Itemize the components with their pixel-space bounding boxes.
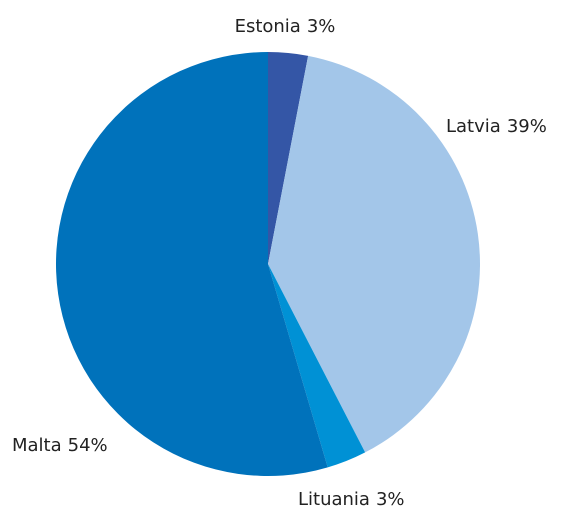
slice-label: Malta 54% xyxy=(12,435,108,456)
pie-slice xyxy=(268,55,481,453)
slice-name: Malta xyxy=(12,435,62,456)
pie-slice xyxy=(56,52,328,476)
slice-name: Latvia xyxy=(446,116,501,137)
slice-label: Estonia 3% xyxy=(235,16,336,37)
slice-value: 3% xyxy=(307,16,336,37)
slice-value: 39% xyxy=(507,116,547,137)
slice-value: 3% xyxy=(376,489,405,510)
slice-value: 54% xyxy=(68,435,108,456)
slice-label: Lituania 3% xyxy=(298,489,405,510)
slice-label: Latvia 39% xyxy=(446,116,547,137)
pie-slice xyxy=(268,52,309,264)
pie-slice xyxy=(268,264,366,468)
slice-name: Estonia xyxy=(235,16,301,37)
slice-name: Lituania xyxy=(298,489,370,510)
